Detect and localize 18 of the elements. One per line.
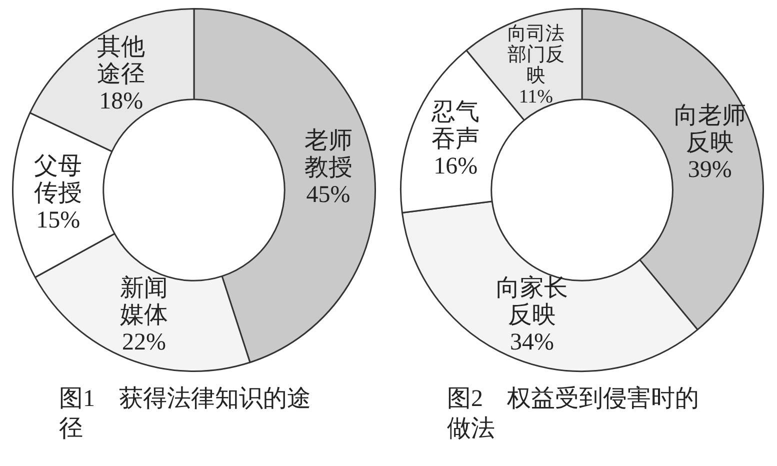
data-label: 18% bbox=[99, 88, 144, 115]
data-label: 34% bbox=[510, 330, 554, 356]
slice-label: 向老师反映 bbox=[674, 103, 746, 156]
data-label: 11% bbox=[518, 86, 554, 108]
data-label: 39% bbox=[688, 157, 732, 184]
data-label: 45% bbox=[306, 182, 350, 208]
data-label: 22% bbox=[122, 330, 166, 356]
text: 图1 获得法律知识的途径 bbox=[59, 385, 312, 444]
slice-label: 向司法部门反映 bbox=[507, 24, 564, 87]
slice-label: 父母传授 bbox=[34, 154, 82, 207]
data-label: 15% bbox=[36, 208, 80, 234]
slice-label: 忍气吞声 bbox=[430, 99, 480, 152]
text: 图2 权益受到侵害时的做法 bbox=[447, 384, 700, 444]
slice-label: 老师教授 bbox=[304, 128, 352, 182]
slice-label: 新闻媒体 bbox=[120, 274, 168, 329]
data-label: 16% bbox=[434, 153, 478, 180]
slice-label: 其他途径 bbox=[97, 34, 146, 88]
slice-label: 向家长反映 bbox=[496, 274, 568, 329]
